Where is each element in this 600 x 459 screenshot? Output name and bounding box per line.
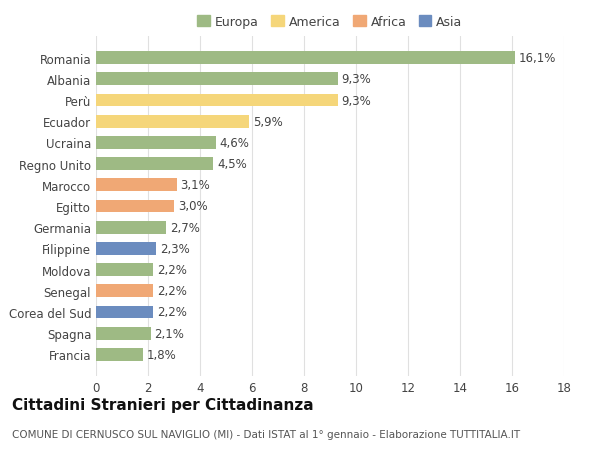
Text: 2,2%: 2,2% (157, 285, 187, 297)
Bar (96, 52, 515, 65)
Legend: Europa, America, Africa, Asia: Europa, America, Africa, Asia (193, 11, 467, 34)
Text: 2,3%: 2,3% (160, 242, 190, 255)
Text: Cittadini Stranieri per Cittadinanza: Cittadini Stranieri per Cittadinanza (12, 397, 314, 412)
Text: 2,2%: 2,2% (157, 306, 187, 319)
Text: 2,1%: 2,1% (155, 327, 184, 340)
Bar (96, 200, 174, 213)
Text: 4,5%: 4,5% (217, 158, 247, 171)
Bar (96, 285, 153, 297)
Bar (96, 263, 153, 276)
Text: 3,1%: 3,1% (181, 179, 210, 192)
Bar (96, 73, 338, 86)
Bar (96, 137, 215, 150)
Text: 9,3%: 9,3% (342, 94, 371, 107)
Bar (96, 242, 156, 255)
Text: 4,6%: 4,6% (220, 137, 250, 150)
Bar (96, 95, 338, 107)
Bar (96, 306, 153, 319)
Text: 1,8%: 1,8% (146, 348, 176, 361)
Text: 16,1%: 16,1% (518, 52, 556, 65)
Bar (96, 158, 213, 171)
Bar (96, 348, 143, 361)
Bar (96, 327, 151, 340)
Bar (96, 116, 250, 129)
Text: COMUNE DI CERNUSCO SUL NAVIGLIO (MI) - Dati ISTAT al 1° gennaio - Elaborazione T: COMUNE DI CERNUSCO SUL NAVIGLIO (MI) - D… (12, 429, 520, 439)
Bar (96, 221, 166, 234)
Text: 2,7%: 2,7% (170, 221, 200, 234)
Bar (96, 179, 176, 192)
Text: 2,2%: 2,2% (157, 263, 187, 276)
Text: 5,9%: 5,9% (253, 116, 283, 129)
Text: 9,3%: 9,3% (342, 73, 371, 86)
Text: 3,0%: 3,0% (178, 200, 208, 213)
